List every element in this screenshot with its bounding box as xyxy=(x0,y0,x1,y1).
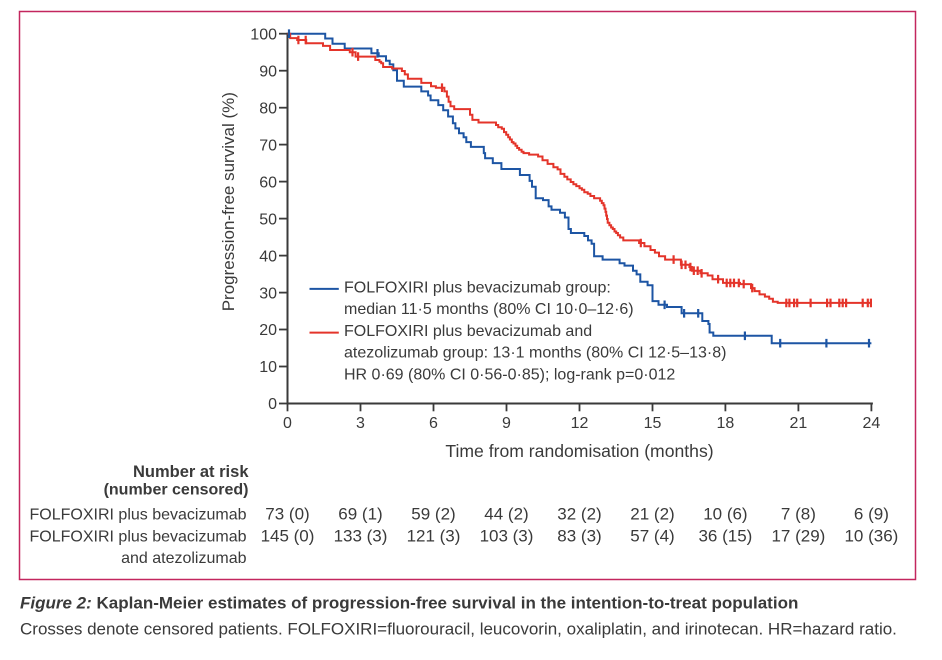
svg-text:10 (6): 10 (6) xyxy=(703,505,747,524)
svg-text:57 (4): 57 (4) xyxy=(630,527,674,546)
svg-text:15: 15 xyxy=(644,415,662,432)
svg-text:70: 70 xyxy=(259,137,277,154)
svg-text:6 (9): 6 (9) xyxy=(854,505,889,524)
svg-text:20: 20 xyxy=(259,322,277,339)
svg-text:6: 6 xyxy=(429,415,438,432)
svg-text:0: 0 xyxy=(268,396,277,413)
svg-text:90: 90 xyxy=(259,63,277,80)
svg-text:83 (3): 83 (3) xyxy=(557,527,601,546)
svg-text:69 (1): 69 (1) xyxy=(338,505,382,524)
svg-text:17 (29): 17 (29) xyxy=(771,527,825,546)
svg-text:21 (2): 21 (2) xyxy=(630,505,674,524)
svg-text:and atezolizumab: and atezolizumab xyxy=(121,550,247,567)
svg-text:80: 80 xyxy=(259,100,277,117)
svg-text:73 (0): 73 (0) xyxy=(265,505,309,524)
svg-text:12: 12 xyxy=(571,415,589,432)
svg-text:121 (3): 121 (3) xyxy=(407,527,461,546)
svg-text:103 (3): 103 (3) xyxy=(480,527,534,546)
svg-text:FOLFOXIRI plus bevacizumab gro: FOLFOXIRI plus bevacizumab group: xyxy=(344,280,611,297)
svg-text:0: 0 xyxy=(283,415,292,432)
svg-text:Time from randomisation (month: Time from randomisation (months) xyxy=(445,441,713,461)
svg-text:(number censored): (number censored) xyxy=(104,482,249,499)
svg-text:Number at risk: Number at risk xyxy=(133,463,249,481)
svg-text:Progression-free survival (%): Progression-free survival (%) xyxy=(219,92,238,311)
svg-text:18: 18 xyxy=(717,415,735,432)
svg-text:44 (2): 44 (2) xyxy=(484,505,528,524)
svg-text:Crosses denote censored patien: Crosses denote censored patients. FOLFOX… xyxy=(20,620,897,639)
svg-text:FOLFOXIRI plus bevacizumab: FOLFOXIRI plus bevacizumab xyxy=(30,529,247,546)
svg-text:30: 30 xyxy=(259,285,277,302)
svg-text:FOLFOXIRI plus bevacizumab and: FOLFOXIRI plus bevacizumab and xyxy=(344,323,592,340)
svg-text:60: 60 xyxy=(259,174,277,191)
svg-text:36 (15): 36 (15) xyxy=(698,527,752,546)
svg-text:24: 24 xyxy=(863,415,881,432)
svg-text:40: 40 xyxy=(259,248,277,265)
svg-text:HR 0·69 (80% CI 0·56-0·85); lo: HR 0·69 (80% CI 0·56-0·85); log-rank p=0… xyxy=(344,366,675,383)
svg-text:50: 50 xyxy=(259,211,277,228)
svg-text:21: 21 xyxy=(790,415,808,432)
svg-text:median 11·5 months (80% CI 10·: median 11·5 months (80% CI 10·0–12·6) xyxy=(344,301,634,318)
svg-text:133 (3): 133 (3) xyxy=(334,527,388,546)
svg-text:32 (2): 32 (2) xyxy=(557,505,601,524)
svg-text:atezolizumab group: 13·1 month: atezolizumab group: 13·1 months (80% CI … xyxy=(344,345,726,362)
svg-text:9: 9 xyxy=(502,415,511,432)
svg-text:7 (8): 7 (8) xyxy=(781,505,816,524)
svg-text:10 (36): 10 (36) xyxy=(844,527,898,546)
svg-text:FOLFOXIRI plus bevacizumab: FOLFOXIRI plus bevacizumab xyxy=(30,507,247,524)
svg-text:10: 10 xyxy=(259,359,277,376)
svg-text:3: 3 xyxy=(356,415,365,432)
svg-text:Figure 2: Kaplan-Meier estimat: Figure 2: Kaplan-Meier estimates of prog… xyxy=(20,594,798,613)
svg-text:59 (2): 59 (2) xyxy=(411,505,455,524)
svg-text:145 (0): 145 (0) xyxy=(261,527,315,546)
svg-text:100: 100 xyxy=(250,26,277,43)
